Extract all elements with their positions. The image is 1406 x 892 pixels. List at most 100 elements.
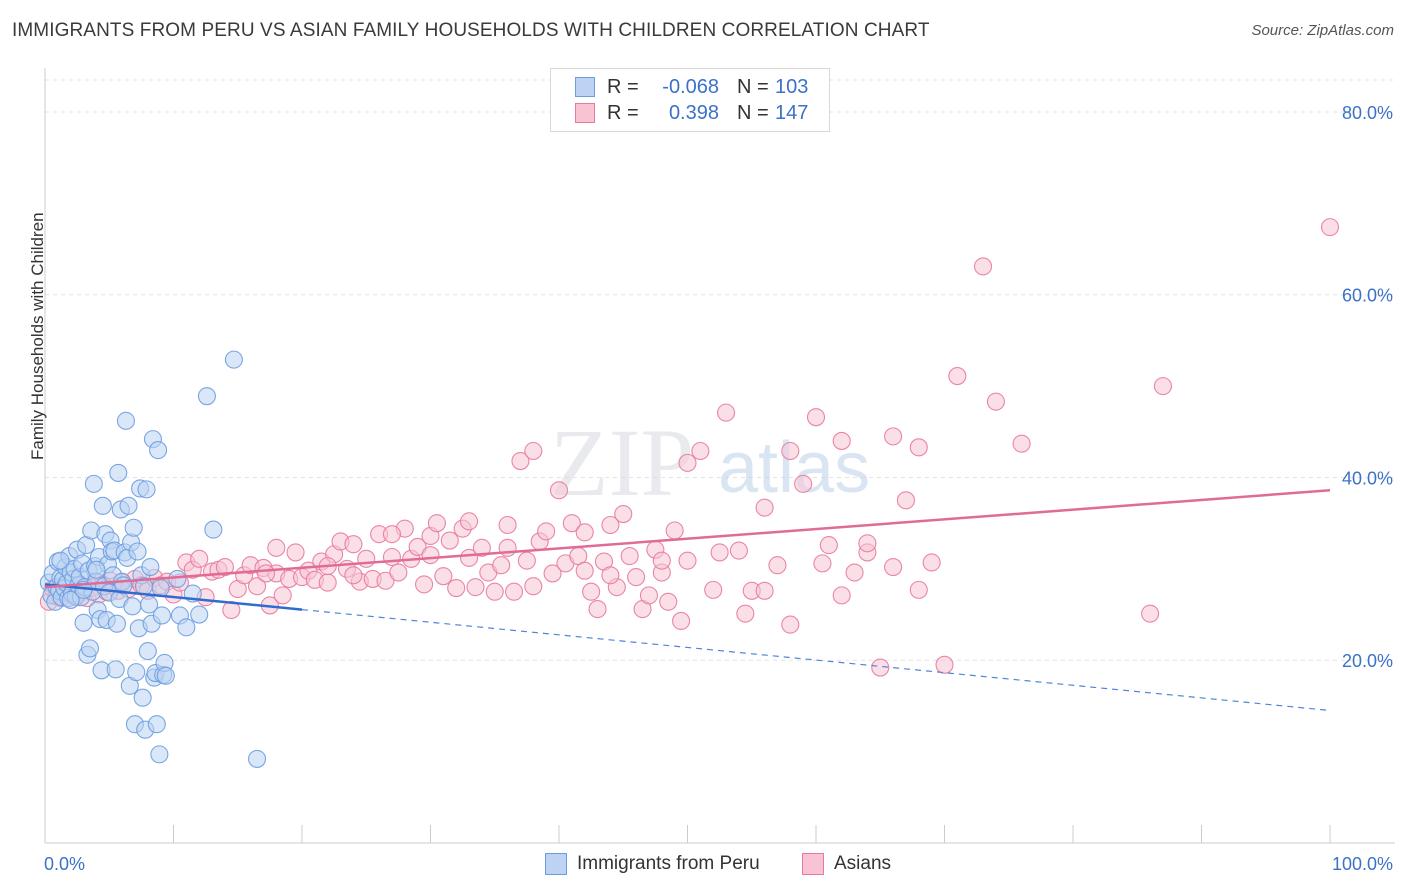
point-peru: [124, 518, 143, 537]
point-peru: [84, 474, 103, 493]
point-asians: [652, 551, 671, 570]
point-asians: [948, 367, 967, 386]
point-asians: [344, 566, 363, 585]
legend-r-label: R =: [607, 101, 639, 124]
point-peru: [152, 606, 171, 625]
point-asians: [421, 546, 440, 565]
point-asians: [447, 579, 466, 598]
legend-swatch-asians: [575, 103, 595, 123]
bottom-legend-asians[interactable]: Asians: [802, 852, 891, 876]
point-asians: [710, 543, 729, 562]
legend-r-label: R =: [607, 75, 639, 98]
tick-labels: 20.0% 40.0% 60.0% 80.0% 0.0% 100.0%: [44, 103, 1393, 874]
point-asians: [511, 451, 530, 471]
point-asians: [614, 504, 633, 524]
point-asians: [909, 438, 928, 457]
point-peru: [61, 590, 80, 609]
point-peru: [204, 520, 223, 539]
stats-legend: R = -0.068 N = 103 R = 0.398 N = 147: [550, 68, 830, 132]
point-peru: [133, 688, 152, 707]
point-asians: [376, 571, 395, 590]
point-asians: [665, 521, 684, 540]
point-peru: [224, 350, 243, 369]
x-tick-label: 0.0%: [44, 854, 85, 874]
point-asians: [318, 573, 337, 592]
point-asians: [973, 257, 993, 276]
y-tick-label: 60.0%: [1342, 286, 1393, 306]
point-asians: [819, 536, 838, 555]
point-peru: [123, 597, 142, 616]
point-asians: [884, 427, 903, 446]
point-peru: [74, 613, 93, 632]
point-peru: [107, 614, 127, 633]
trend-lines: [44, 489, 1331, 712]
point-asians: [601, 515, 620, 535]
point-peru: [80, 639, 100, 658]
point-asians: [813, 554, 832, 573]
point-asians: [1153, 377, 1172, 396]
point-asians: [620, 547, 639, 566]
point-asians: [704, 580, 723, 599]
point-asians: [344, 535, 363, 554]
point-asians: [286, 543, 305, 562]
trend-line-peru: [44, 583, 303, 611]
point-asians: [357, 549, 376, 568]
point-asians: [256, 564, 276, 583]
point-asians: [215, 557, 234, 577]
y-axis-label: Family Households with Children: [28, 212, 47, 460]
point-peru: [137, 480, 156, 499]
bottom-legend-swatch-peru: [545, 853, 567, 875]
point-asians: [691, 441, 710, 461]
point-asians: [382, 525, 402, 544]
point-asians: [382, 547, 402, 567]
bottom-legend-swatch-asians: [802, 853, 824, 875]
point-asians: [627, 568, 646, 587]
point-asians: [729, 541, 748, 560]
point-peru: [247, 749, 267, 768]
point-asians: [524, 577, 543, 596]
point-asians: [588, 600, 607, 619]
point-asians: [466, 578, 485, 597]
point-asians: [832, 586, 851, 605]
point-peru: [93, 496, 112, 515]
legend-r-value: 0.398: [668, 101, 719, 124]
point-asians: [485, 582, 504, 601]
point-asians: [427, 514, 446, 533]
point-asians: [986, 392, 1005, 411]
point-asians: [498, 515, 517, 535]
trend-line-asians: [44, 489, 1331, 589]
point-peru: [197, 387, 216, 406]
point-asians: [736, 604, 755, 623]
point-asians: [781, 441, 800, 461]
bottom-legend-peru[interactable]: Immigrants from Peru: [545, 852, 760, 876]
point-peru: [141, 557, 160, 577]
point-peru: [87, 560, 106, 579]
point-asians: [884, 557, 903, 577]
point-peru: [116, 411, 136, 430]
point-asians: [517, 551, 536, 570]
point-asians: [472, 538, 491, 557]
point-asians: [871, 658, 890, 677]
point-peru: [150, 745, 169, 764]
point-asians: [549, 481, 569, 500]
bottom-legend-label-asians: Asians: [834, 853, 892, 874]
point-peru: [168, 569, 187, 588]
point-peru: [106, 660, 125, 679]
watermark: ZIP atlas: [550, 409, 870, 516]
point-asians: [537, 522, 556, 541]
point-peru: [128, 542, 147, 561]
point-asians: [678, 551, 697, 570]
point-asians: [247, 577, 267, 596]
point-peru: [149, 441, 168, 460]
point-peru: [127, 663, 146, 682]
data-points: [39, 218, 1340, 768]
point-peru: [51, 551, 70, 570]
point-asians: [678, 453, 697, 472]
watermark-zip: ZIP: [550, 409, 694, 516]
point-asians: [601, 566, 620, 585]
source-label: Source: ZipAtlas.com: [1251, 22, 1394, 39]
point-peru: [119, 496, 138, 515]
point-asians: [716, 403, 736, 422]
point-asians: [267, 538, 286, 557]
axes: [44, 68, 1395, 844]
